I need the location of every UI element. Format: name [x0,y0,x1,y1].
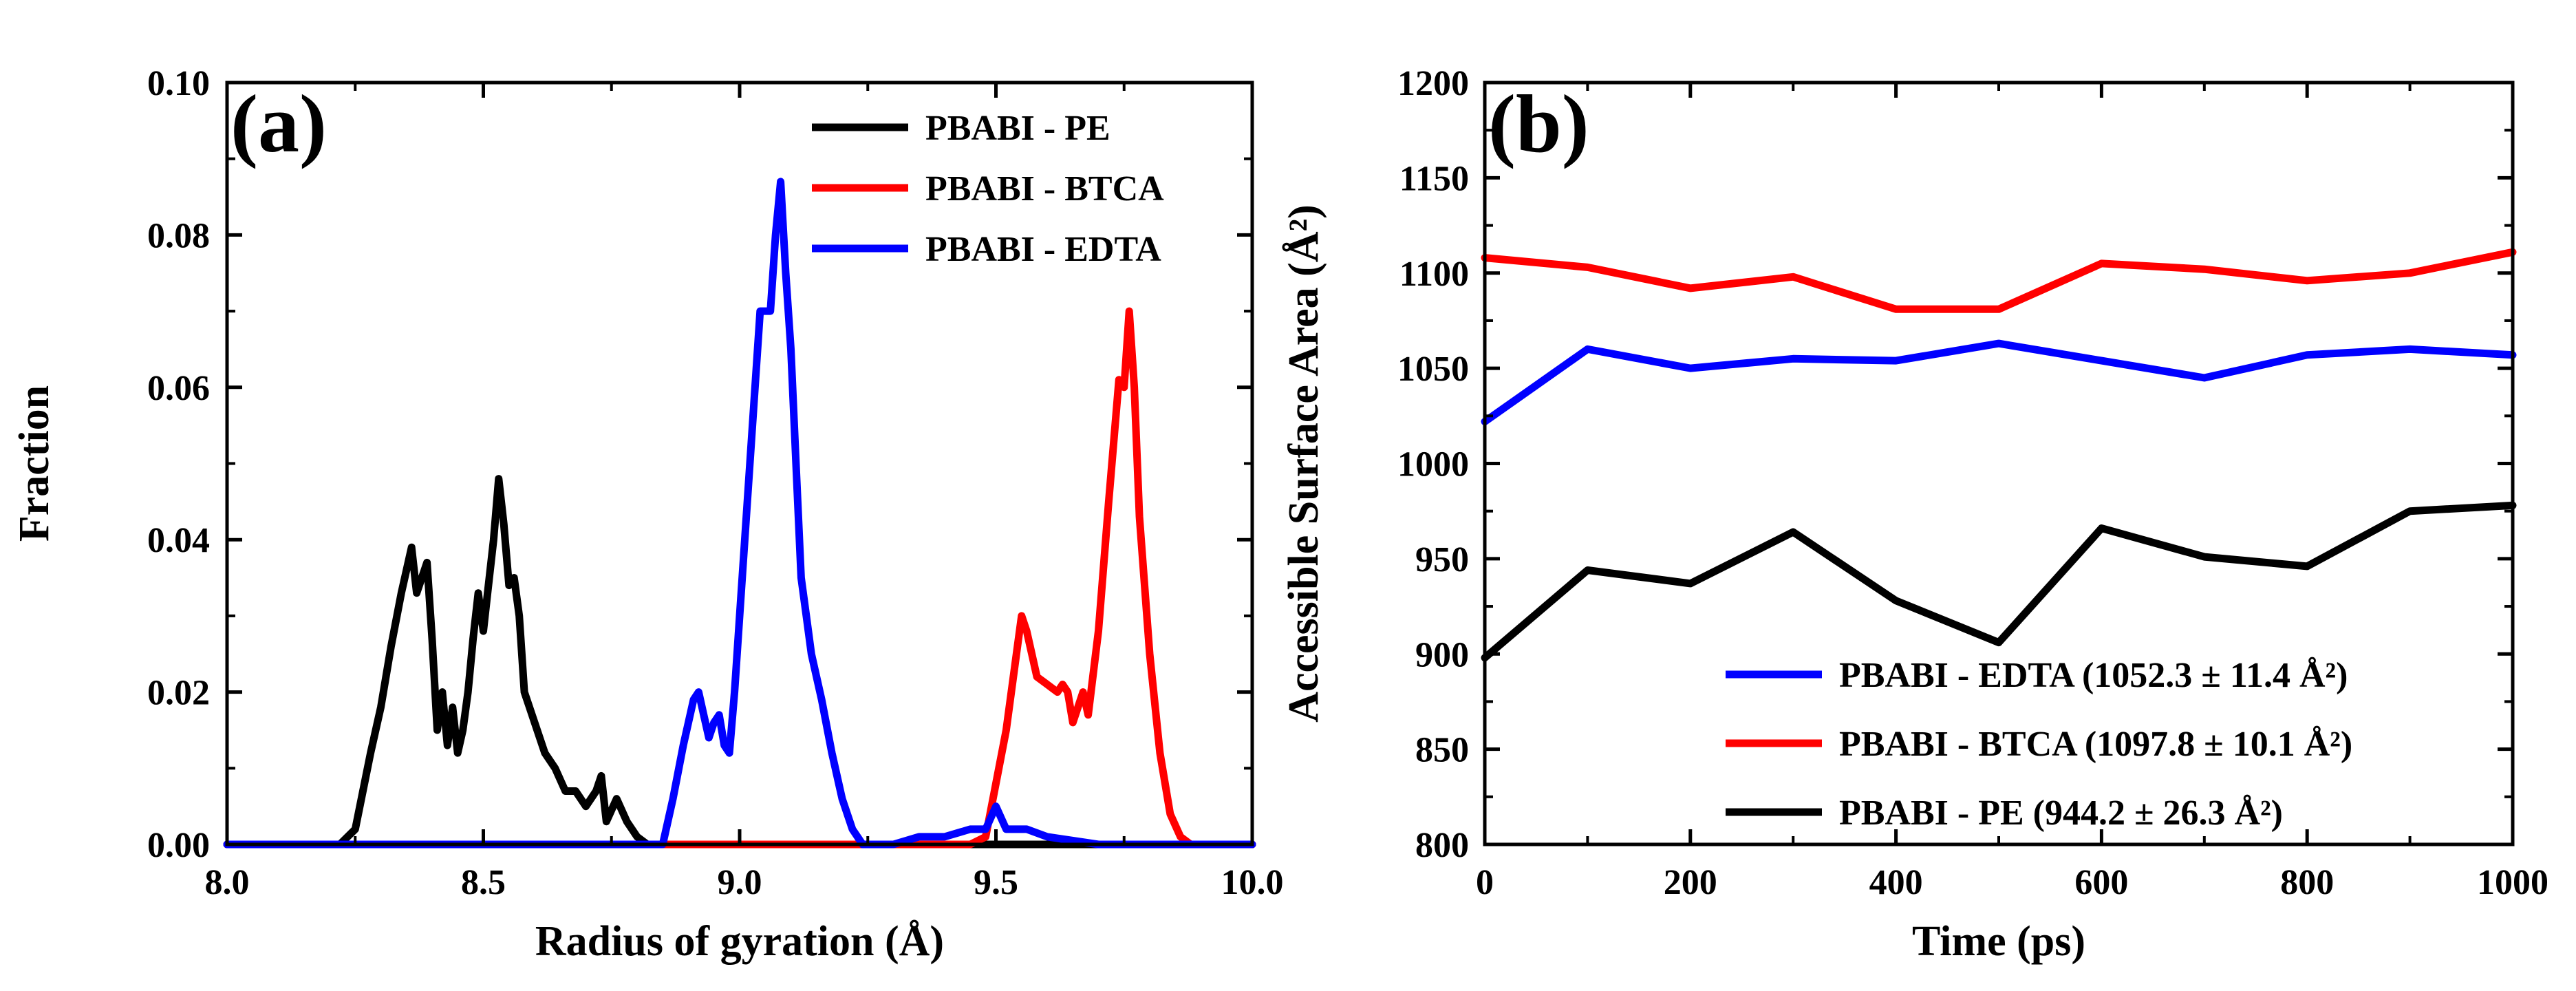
x-axis-title: Radius of gyration (Å) [535,918,944,965]
series-line-1-0 [1481,339,2517,426]
chart-panel-a: 8.0 8.5 9.0 9.5 10.0 0.00 0.02 0.04 0.06 0.08 0.10… [11,64,1284,965]
y-tick-label: 0.10 [147,64,210,103]
x-tick-label: 8.5 [461,863,506,902]
y-tick-label: 1150 [1399,159,1469,198]
y-tick-label: 0.06 [147,369,210,408]
x-tick-label: 800 [2280,863,2334,902]
x-tick-label: 600 [2074,863,2128,902]
series-line-0-0 [223,475,1256,849]
legend-label: PBABI - EDTA [925,230,1161,269]
panel-label: (b) [1488,78,1589,169]
y-tick-label: 0.08 [147,216,210,255]
x-tick-label: 400 [1869,863,1923,902]
series-line-1-1 [1481,248,2517,313]
x-tick-label: 10.0 [1221,863,1284,902]
panel-label: (a) [230,78,327,169]
y-tick-label: 1100 [1399,255,1469,294]
y-tick-label: 800 [1415,826,1469,865]
y-axis-title: Accessible Surface Area (Å²) [1280,204,1327,723]
x-axis-title: Time (ps) [1912,918,2085,965]
legend-label: PBABI - PE [925,109,1110,148]
y-axis-title: Fraction [11,385,58,542]
x-tick-label: 0 [1476,863,1494,902]
x-tick-label: 9.0 [718,863,762,902]
y-tick-label: 1200 [1397,64,1469,103]
y-tick-label: 900 [1415,635,1469,674]
x-tick-label: 200 [1664,863,1717,902]
x-tick-label: 9.5 [974,863,1018,902]
legend-label: PBABI - BTCA (1097.8 ± 10.1 Å²) [1839,725,2352,764]
y-tick-label: 1000 [1397,445,1469,484]
chart-panel-b: 0 200 400 600 800 1000 800 850 900 950 1000 1050 110… [1280,64,2548,965]
y-tick-label: 950 [1415,540,1469,579]
legend-label: PBABI - EDTA (1052.3 ± 11.4 Å²) [1839,656,2348,695]
legend-label: PBABI - BTCA [925,169,1164,209]
series-line-1-2 [1481,501,2517,662]
y-tick-label: 0.04 [147,521,210,560]
x-tick-label: 1000 [2477,863,2548,902]
y-tick-label: 850 [1415,731,1469,770]
y-tick-label: 0.00 [147,826,210,865]
y-tick-label: 0.02 [147,674,210,713]
series-line-0-2 [223,178,1256,849]
x-tick-label: 8.0 [205,863,250,902]
legend-label: PBABI - PE (944.2 ± 26.3 Å²) [1839,793,2283,833]
y-tick-label: 1050 [1397,350,1469,389]
series-line-0-1 [223,307,1256,849]
